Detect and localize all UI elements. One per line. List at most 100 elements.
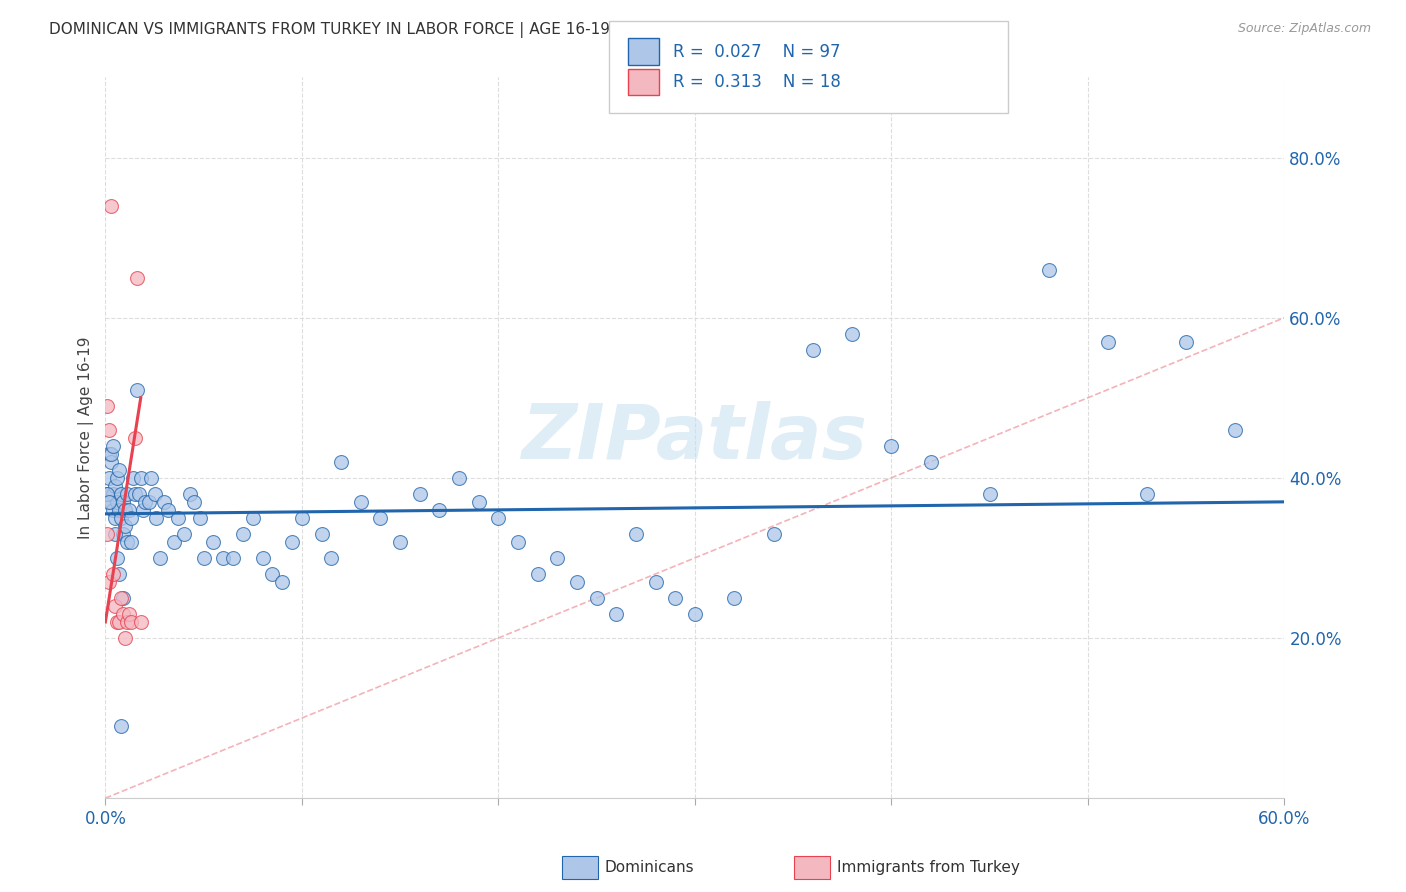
Point: [291, 511, 314, 525]
Point: [449, 471, 471, 485]
Point: [96, 527, 118, 541]
Point: [96, 487, 118, 501]
Point: [118, 503, 141, 517]
Point: [103, 439, 125, 453]
Point: [104, 511, 127, 525]
Point: [104, 599, 127, 613]
Point: [624, 527, 647, 541]
Point: [311, 527, 333, 541]
Point: [96, 399, 118, 413]
Point: [179, 487, 201, 501]
Point: [112, 495, 135, 509]
Point: [110, 511, 132, 525]
Point: [409, 487, 432, 501]
Point: [114, 631, 136, 645]
Point: [723, 591, 745, 605]
Point: [108, 615, 131, 629]
Point: [762, 527, 785, 541]
Point: [115, 534, 138, 549]
Point: [114, 519, 136, 533]
Point: [281, 534, 304, 549]
Point: [115, 487, 138, 501]
Point: [138, 495, 160, 509]
Point: [167, 511, 190, 525]
Point: [128, 487, 150, 501]
Point: [546, 550, 568, 565]
Point: [118, 607, 141, 621]
Point: [1097, 334, 1119, 349]
Point: [115, 615, 138, 629]
Point: [202, 534, 225, 549]
Point: [105, 471, 128, 485]
Text: Immigrants from Turkey: Immigrants from Turkey: [837, 861, 1019, 875]
Point: [153, 495, 176, 509]
Point: [125, 270, 148, 285]
Point: [98, 423, 121, 437]
Point: [104, 527, 127, 541]
Point: [350, 495, 373, 509]
Point: [145, 511, 167, 525]
Point: [149, 550, 172, 565]
Point: [114, 503, 136, 517]
Point: [330, 455, 353, 469]
Point: [100, 447, 122, 461]
Point: [920, 455, 942, 469]
Point: [841, 326, 863, 341]
Point: [193, 550, 215, 565]
Point: [112, 527, 135, 541]
Point: [100, 198, 122, 212]
Point: [506, 534, 529, 549]
Point: [565, 574, 588, 589]
Point: [134, 495, 156, 509]
Point: [1225, 423, 1247, 437]
Point: [1038, 262, 1060, 277]
Point: [124, 487, 146, 501]
Point: [242, 511, 264, 525]
Point: [664, 591, 686, 605]
Point: [188, 511, 211, 525]
Text: R =  0.027    N = 97: R = 0.027 N = 97: [673, 43, 841, 61]
Point: [108, 566, 131, 581]
Point: [98, 471, 121, 485]
Point: [212, 550, 235, 565]
Point: [103, 503, 125, 517]
Point: [112, 607, 135, 621]
Point: [486, 511, 509, 525]
Point: [129, 615, 152, 629]
Point: [429, 503, 451, 517]
Point: [103, 487, 125, 501]
Point: [104, 479, 127, 493]
Point: [120, 511, 142, 525]
Point: [98, 574, 121, 589]
Point: [526, 566, 548, 581]
Point: [585, 591, 607, 605]
Point: [132, 503, 155, 517]
Point: [110, 487, 132, 501]
Point: [105, 615, 128, 629]
Text: ZIPatlas: ZIPatlas: [522, 401, 868, 475]
Text: Source: ZipAtlas.com: Source: ZipAtlas.com: [1237, 22, 1371, 36]
Point: [105, 495, 128, 509]
Point: [110, 591, 132, 605]
Point: [389, 534, 412, 549]
Point: [129, 471, 152, 485]
Point: [880, 439, 903, 453]
Point: [321, 550, 343, 565]
Point: [125, 383, 148, 397]
Point: [163, 534, 186, 549]
Point: [100, 455, 122, 469]
Text: Dominicans: Dominicans: [605, 861, 695, 875]
Point: [1175, 334, 1198, 349]
Point: [103, 566, 125, 581]
Point: [112, 591, 135, 605]
Point: [110, 719, 132, 733]
Point: [100, 495, 122, 509]
Point: [222, 550, 245, 565]
Point: [183, 495, 205, 509]
Point: [232, 527, 254, 541]
Point: [108, 503, 131, 517]
Y-axis label: In Labor Force | Age 16-19: In Labor Force | Age 16-19: [79, 336, 94, 539]
Point: [683, 607, 706, 621]
Text: R =  0.313    N = 18: R = 0.313 N = 18: [673, 73, 841, 91]
Point: [271, 574, 294, 589]
